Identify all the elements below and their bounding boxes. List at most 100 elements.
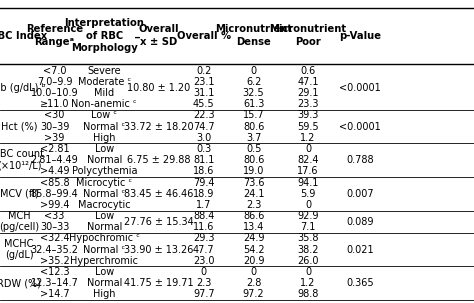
Text: 30–39: 30–39: [40, 122, 69, 132]
Text: <30: <30: [45, 111, 64, 121]
Text: <7.0: <7.0: [43, 66, 66, 76]
Text: Hypochromic ᶜ: Hypochromic ᶜ: [69, 234, 140, 244]
Text: 2.81–4.49: 2.81–4.49: [31, 155, 78, 165]
Text: 82.4: 82.4: [297, 155, 319, 165]
Text: Severe: Severe: [88, 66, 121, 76]
Text: 7.1: 7.1: [301, 222, 316, 232]
Text: 0: 0: [251, 267, 256, 277]
Text: ≥11.0: ≥11.0: [40, 99, 69, 109]
Text: 32.4–35.2: 32.4–35.2: [30, 245, 79, 255]
Text: Micronutrient
Dense: Micronutrient Dense: [215, 25, 292, 47]
Text: Low: Low: [95, 267, 114, 277]
Text: 0.6: 0.6: [301, 66, 316, 76]
Text: Non-anemic ᶜ: Non-anemic ᶜ: [72, 99, 137, 109]
Text: 0: 0: [305, 267, 311, 277]
Text: 23.0: 23.0: [193, 256, 215, 266]
Text: 47.7: 47.7: [193, 245, 215, 255]
Text: 11.6: 11.6: [193, 222, 215, 232]
Text: 35.8: 35.8: [297, 234, 319, 244]
Text: MCHC
(g/dL): MCHC (g/dL): [4, 239, 34, 261]
Text: 80.6: 80.6: [243, 122, 264, 132]
Text: 97.2: 97.2: [243, 289, 264, 299]
Text: Normal ᶜ: Normal ᶜ: [83, 245, 125, 255]
Text: >99.4: >99.4: [40, 200, 69, 210]
Text: Hct (%): Hct (%): [0, 122, 37, 132]
Text: RBC Index: RBC Index: [0, 31, 47, 41]
Text: 0.788: 0.788: [346, 155, 374, 165]
Text: 29.1: 29.1: [297, 88, 319, 98]
Text: High: High: [93, 133, 116, 143]
Text: >35.2: >35.2: [40, 256, 69, 266]
Text: 24.9: 24.9: [243, 234, 264, 244]
Text: 0: 0: [305, 144, 311, 154]
Text: 92.9: 92.9: [297, 211, 319, 221]
Text: 3.7: 3.7: [246, 133, 261, 143]
Text: 7.0–9.9: 7.0–9.9: [37, 77, 72, 87]
Text: 23.3: 23.3: [297, 99, 319, 109]
Text: Interpretation
of RBC
Morphology: Interpretation of RBC Morphology: [64, 18, 144, 53]
Text: 17.6: 17.6: [297, 166, 319, 176]
Text: 0: 0: [251, 66, 256, 76]
Text: 59.5: 59.5: [297, 122, 319, 132]
Text: >39: >39: [45, 133, 64, 143]
Text: Microcytic ᶜ: Microcytic ᶜ: [76, 178, 132, 188]
Text: 1.2: 1.2: [301, 133, 316, 143]
Text: 39.3: 39.3: [297, 111, 319, 121]
Text: 18.6: 18.6: [193, 166, 215, 176]
Text: 1.7: 1.7: [196, 200, 211, 210]
Text: 81.1: 81.1: [193, 155, 215, 165]
Text: Low ᶜ: Low ᶜ: [91, 111, 117, 121]
Text: 54.2: 54.2: [243, 245, 264, 255]
Text: <32.4: <32.4: [40, 234, 69, 244]
Text: MCV (fl): MCV (fl): [0, 189, 38, 199]
Text: 32.5: 32.5: [243, 88, 264, 98]
Text: 0: 0: [201, 267, 207, 277]
Text: 41.75 ± 19.71: 41.75 ± 19.71: [124, 278, 193, 288]
Text: 19.0: 19.0: [243, 166, 264, 176]
Text: 74.7: 74.7: [193, 122, 215, 132]
Text: Normal ᶜ: Normal ᶜ: [83, 122, 125, 132]
Text: 23.1: 23.1: [193, 77, 215, 87]
Text: 98.8: 98.8: [297, 289, 319, 299]
Text: 20.9: 20.9: [243, 256, 264, 266]
Text: Hb (g/dL) ᵇ: Hb (g/dL) ᵇ: [0, 82, 46, 92]
Text: 0.3: 0.3: [196, 144, 211, 154]
Text: 6.2: 6.2: [246, 77, 261, 87]
Text: RDW (%): RDW (%): [0, 278, 41, 288]
Text: 61.3: 61.3: [243, 99, 264, 109]
Text: 0.007: 0.007: [346, 189, 374, 199]
Text: 2.3: 2.3: [196, 278, 211, 288]
Text: 33.90 ± 13.26: 33.90 ± 13.26: [124, 245, 193, 255]
Text: 97.7: 97.7: [193, 289, 215, 299]
Text: 45.5: 45.5: [193, 99, 215, 109]
Text: Normal: Normal: [87, 155, 122, 165]
Text: <12.3: <12.3: [40, 267, 69, 277]
Text: Low: Low: [95, 144, 114, 154]
Text: 80.6: 80.6: [243, 155, 264, 165]
Text: 12.3–14.7: 12.3–14.7: [30, 278, 79, 288]
Text: 73.6: 73.6: [243, 178, 264, 188]
Text: 0.2: 0.2: [196, 66, 211, 76]
Text: <0.0001: <0.0001: [339, 82, 381, 92]
Text: 0.089: 0.089: [346, 217, 374, 227]
Text: 1.2: 1.2: [301, 278, 316, 288]
Text: <33: <33: [45, 211, 64, 221]
Text: >4.49: >4.49: [40, 166, 69, 176]
Text: >14.7: >14.7: [40, 289, 69, 299]
Text: MCH
(pg/cell): MCH (pg/cell): [0, 211, 39, 232]
Text: 26.0: 26.0: [297, 256, 319, 266]
Text: 13.4: 13.4: [243, 222, 264, 232]
Text: 38.2: 38.2: [297, 245, 319, 255]
Text: Polycythemia: Polycythemia: [72, 166, 137, 176]
Text: 0.365: 0.365: [346, 278, 374, 288]
Text: 2.8: 2.8: [246, 278, 261, 288]
Text: Mild: Mild: [94, 88, 114, 98]
Text: Macrocytic: Macrocytic: [78, 200, 131, 210]
Text: 86.6: 86.6: [243, 211, 264, 221]
Text: Normal: Normal: [87, 222, 122, 232]
Text: 94.1: 94.1: [297, 178, 319, 188]
Text: <0.0001: <0.0001: [339, 122, 381, 132]
Text: <85.8: <85.8: [40, 178, 69, 188]
Text: Overall %: Overall %: [177, 31, 231, 41]
Text: 27.76 ± 15.34: 27.76 ± 15.34: [124, 217, 194, 227]
